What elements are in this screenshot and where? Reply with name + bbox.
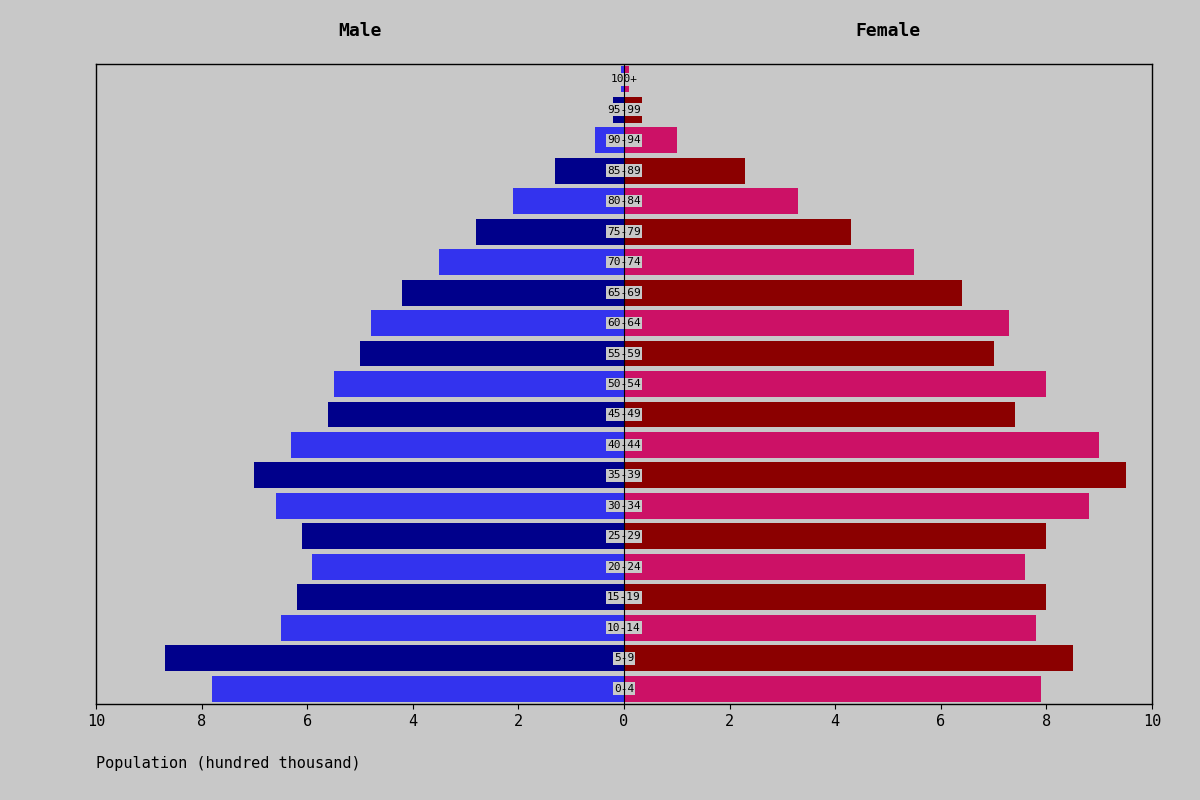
Bar [624,646,1073,671]
Bar [360,341,624,366]
Text: 60-64: 60-64 [607,318,641,328]
Bar [624,310,1009,336]
Text: 75-79: 75-79 [607,226,641,237]
Bar [624,158,745,184]
Bar [624,554,1025,580]
Text: 65-69: 65-69 [607,287,641,298]
Bar [624,188,798,214]
Bar [514,188,624,214]
Bar [624,218,851,245]
Bar [624,584,1046,610]
Bar [334,371,624,397]
Text: 20-24: 20-24 [607,562,641,572]
Bar [329,402,624,427]
Text: 35-39: 35-39 [607,470,641,481]
Bar [624,462,1126,488]
Bar [624,341,994,366]
Text: Male: Male [338,22,382,40]
Text: 85-89: 85-89 [607,166,641,176]
Bar [624,402,1015,427]
Text: 25-29: 25-29 [607,531,641,542]
Bar [624,66,629,92]
Bar [556,158,624,184]
Bar [624,127,677,153]
Bar [624,676,1042,702]
Bar [281,615,624,641]
Bar [439,249,624,275]
Text: 55-59: 55-59 [607,349,641,358]
Text: 15-19: 15-19 [607,592,641,602]
Bar [276,493,624,519]
Bar [476,218,624,245]
Text: 30-34: 30-34 [607,501,641,511]
Text: 45-49: 45-49 [607,410,641,419]
Bar [212,676,624,702]
Bar [371,310,624,336]
Text: Population (hundred thousand): Population (hundred thousand) [96,756,361,771]
Text: 80-84: 80-84 [607,196,641,206]
Bar [613,97,624,122]
Bar [292,432,624,458]
Bar [595,127,624,153]
Bar [402,280,624,306]
Text: 90-94: 90-94 [607,135,641,145]
Text: 5-9: 5-9 [614,654,634,663]
Bar [254,462,624,488]
Text: 10-14: 10-14 [607,623,641,633]
Bar [624,97,642,122]
Text: 95-99: 95-99 [607,105,641,114]
Text: 40-44: 40-44 [607,440,641,450]
Bar [624,615,1036,641]
Bar [164,646,624,671]
Text: 0-4: 0-4 [614,684,634,694]
Bar [624,493,1088,519]
Text: 70-74: 70-74 [607,257,641,267]
Bar [312,554,624,580]
Bar [624,432,1099,458]
Bar [302,523,624,550]
Bar [624,249,914,275]
Text: Female: Female [856,22,920,40]
Text: 50-54: 50-54 [607,379,641,389]
Text: 100+: 100+ [611,74,637,84]
Bar [622,66,624,92]
Bar [624,280,962,306]
Bar [624,523,1046,550]
Bar [296,584,624,610]
Bar [624,371,1046,397]
